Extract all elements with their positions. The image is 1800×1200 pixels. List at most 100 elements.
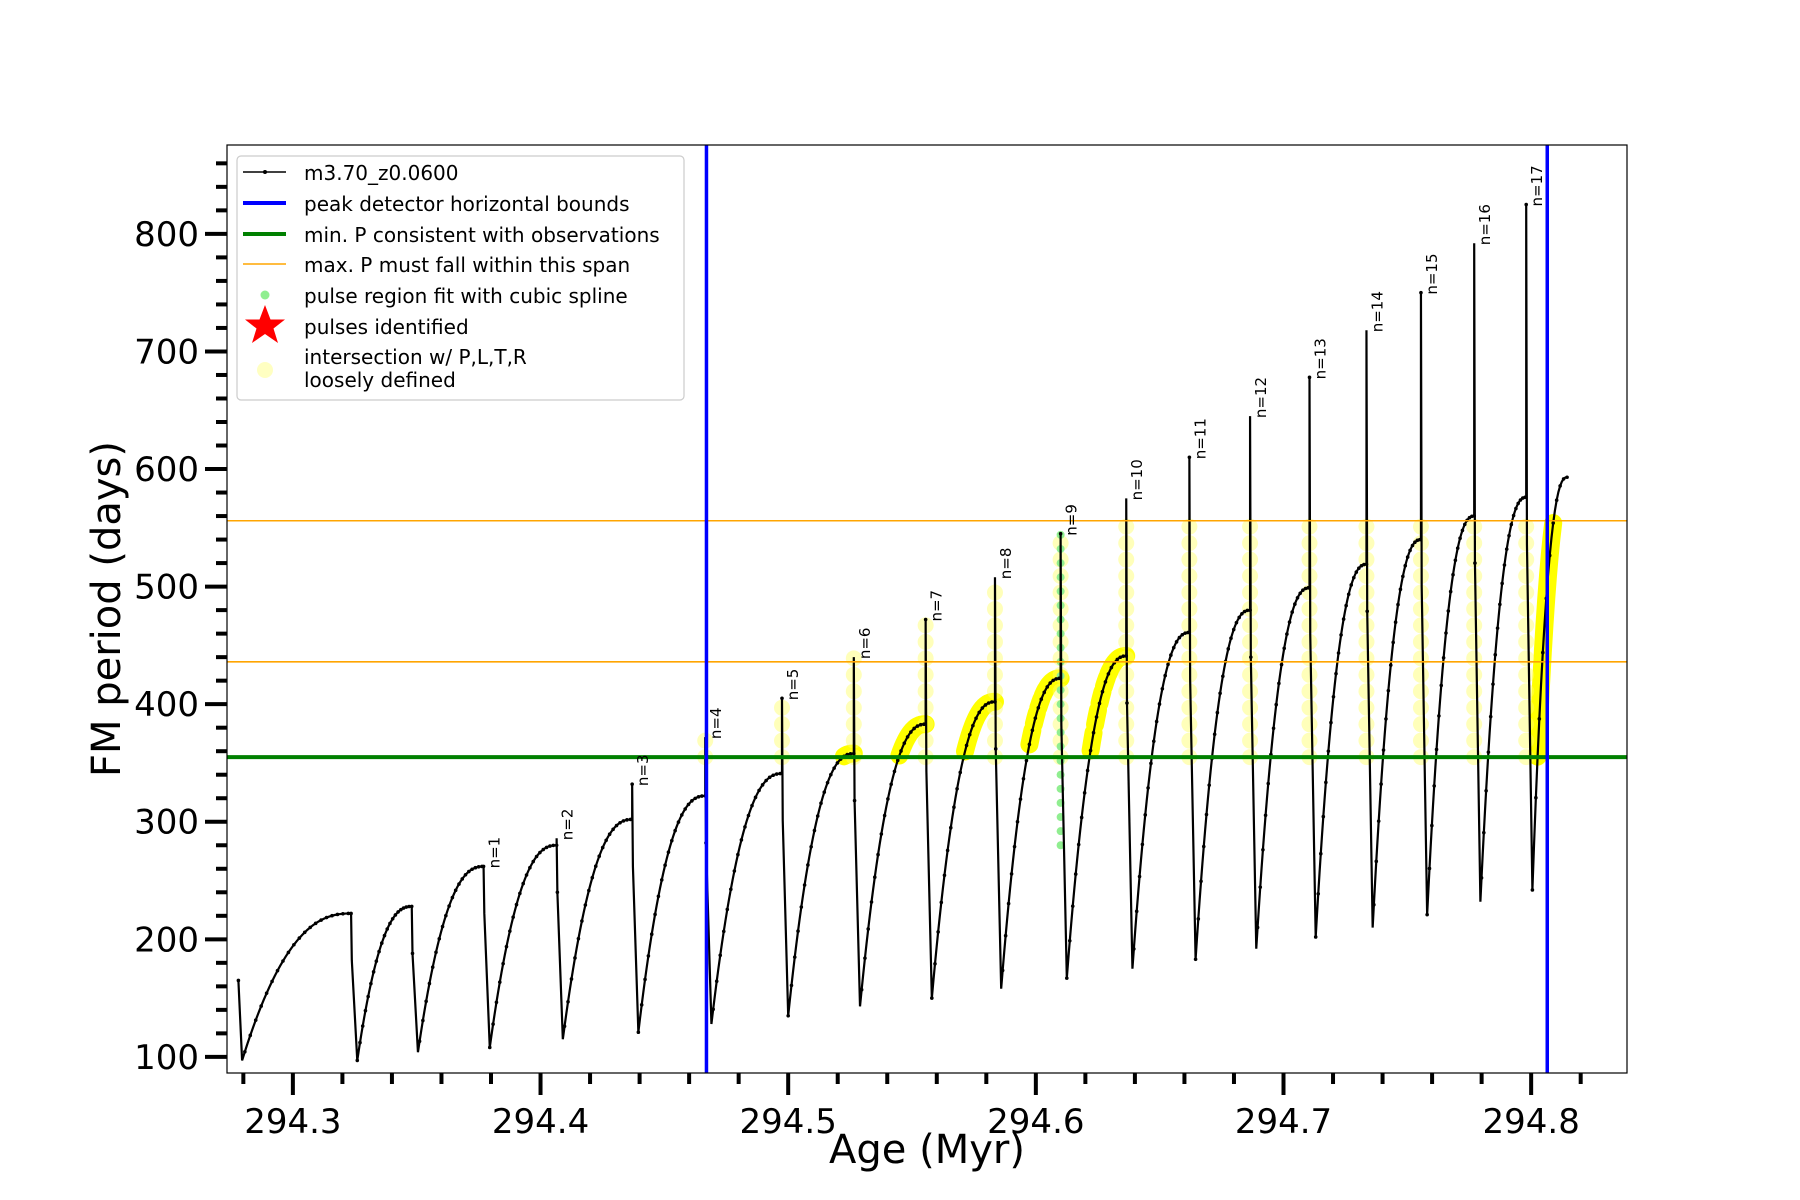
intersection-circle bbox=[1466, 650, 1483, 667]
model-data-point bbox=[1530, 888, 1535, 892]
model-data-point bbox=[902, 741, 907, 745]
intersection-circle bbox=[1358, 633, 1375, 650]
model-data-point bbox=[437, 936, 442, 941]
model-data-point bbox=[1479, 876, 1484, 880]
y-axis-label: FM period (days) bbox=[84, 441, 130, 777]
model-data-point bbox=[1393, 620, 1398, 625]
model-data-point bbox=[892, 769, 897, 774]
model-data-point bbox=[1186, 630, 1190, 635]
model-data-point bbox=[363, 1008, 368, 1013]
axis-ticks: 100 200 300 400 500 600 700 800 294.3 294.4 294.5 2… bbox=[134, 161, 1583, 1142]
model-data-point bbox=[1201, 844, 1206, 849]
x-tick-label: 294.5 bbox=[740, 1102, 837, 1142]
intersection-circle bbox=[1466, 666, 1483, 683]
model-data-point bbox=[390, 916, 395, 921]
model-data-point bbox=[440, 924, 445, 929]
model-data-point bbox=[1196, 917, 1201, 921]
model-data-point bbox=[341, 911, 345, 916]
model-data-point bbox=[1405, 555, 1410, 559]
model-data-point bbox=[1242, 609, 1247, 614]
intersection-circle bbox=[1412, 617, 1429, 634]
intersection-circle bbox=[1466, 600, 1483, 617]
model-data-point bbox=[1018, 797, 1023, 801]
intersection-circle bbox=[1412, 633, 1429, 650]
intersection-circle bbox=[1518, 633, 1535, 650]
model-data-point bbox=[918, 722, 923, 727]
model-data-point bbox=[1295, 596, 1300, 600]
model-data-point bbox=[1180, 632, 1185, 637]
model-data-point bbox=[1448, 589, 1453, 594]
model-data-point bbox=[1271, 726, 1276, 731]
model-data-point bbox=[1134, 909, 1139, 914]
model-data-point bbox=[1432, 784, 1436, 788]
model-data-point bbox=[939, 900, 944, 905]
model-data-point bbox=[554, 843, 559, 848]
model-data-point bbox=[297, 936, 302, 940]
model-data-point bbox=[286, 950, 291, 955]
model-data-point bbox=[872, 875, 877, 880]
model-data-point bbox=[1339, 633, 1343, 637]
intersection-circle bbox=[1412, 650, 1429, 667]
model-data-point bbox=[1249, 655, 1253, 659]
model-data-point bbox=[1473, 561, 1477, 565]
model-data-point bbox=[1384, 717, 1388, 721]
model-data-point bbox=[417, 1039, 422, 1044]
model-data-point bbox=[487, 1045, 492, 1050]
model-data-point bbox=[809, 844, 813, 849]
model-data-point bbox=[1215, 710, 1220, 715]
model-data-point bbox=[1493, 652, 1498, 657]
model-data-point bbox=[374, 959, 379, 963]
model-data-point bbox=[829, 772, 833, 777]
model-data-point bbox=[680, 813, 684, 817]
pulse-label: n=9 bbox=[1063, 504, 1081, 536]
model-data-point bbox=[869, 900, 874, 904]
y-tick-label: 200 bbox=[134, 920, 199, 960]
legend-yellow-circle-icon bbox=[257, 362, 273, 378]
model-data-point bbox=[889, 782, 893, 787]
intersection-circle bbox=[1358, 666, 1375, 683]
model-data-point bbox=[508, 929, 512, 933]
model-data-point bbox=[986, 701, 991, 705]
model-data-point bbox=[275, 968, 280, 973]
model-data-point bbox=[473, 865, 478, 870]
model-data-point bbox=[1048, 681, 1053, 685]
intersection-circle bbox=[1518, 584, 1535, 601]
pulse-label: n=3 bbox=[634, 754, 652, 786]
model-data-point bbox=[1137, 874, 1142, 879]
model-data-point bbox=[382, 933, 387, 938]
model-data-point bbox=[1349, 583, 1354, 587]
model-data-point bbox=[825, 780, 830, 785]
pulse-label: n=17 bbox=[1528, 165, 1546, 206]
intersection-circle bbox=[1518, 600, 1535, 617]
model-data-point bbox=[1187, 455, 1192, 460]
model-data-point bbox=[590, 875, 595, 880]
model-data-point bbox=[618, 820, 622, 825]
model-data-point bbox=[676, 820, 681, 824]
model-data-point bbox=[1160, 686, 1165, 691]
model-data-point bbox=[1316, 891, 1321, 896]
model-data-point bbox=[1166, 662, 1170, 667]
intersection-circle bbox=[1466, 617, 1483, 634]
model-data-point bbox=[822, 790, 827, 794]
model-data-point bbox=[393, 913, 398, 917]
model-data-point bbox=[607, 832, 612, 837]
model-data-point bbox=[621, 819, 626, 823]
model-data-point bbox=[427, 981, 432, 986]
model-data-point bbox=[587, 888, 591, 893]
model-data-point bbox=[1058, 531, 1063, 536]
model-data-point bbox=[518, 891, 522, 896]
legend-green-dot-icon bbox=[260, 290, 270, 300]
intersection-circle bbox=[1518, 732, 1535, 749]
model-data-point bbox=[628, 817, 633, 822]
model-data-point bbox=[1183, 631, 1187, 635]
intersection-circle bbox=[1412, 600, 1429, 617]
intersection-circle bbox=[1412, 666, 1429, 683]
model-data-point bbox=[1516, 501, 1520, 506]
model-data-point bbox=[806, 863, 810, 867]
x-axis-label: Age (Myr) bbox=[829, 1127, 1025, 1173]
model-data-point bbox=[1266, 781, 1271, 786]
model-data-point bbox=[786, 1013, 790, 1018]
intersection-circle bbox=[1466, 716, 1483, 733]
model-data-point bbox=[1229, 636, 1233, 641]
model-data-point bbox=[1143, 813, 1148, 817]
